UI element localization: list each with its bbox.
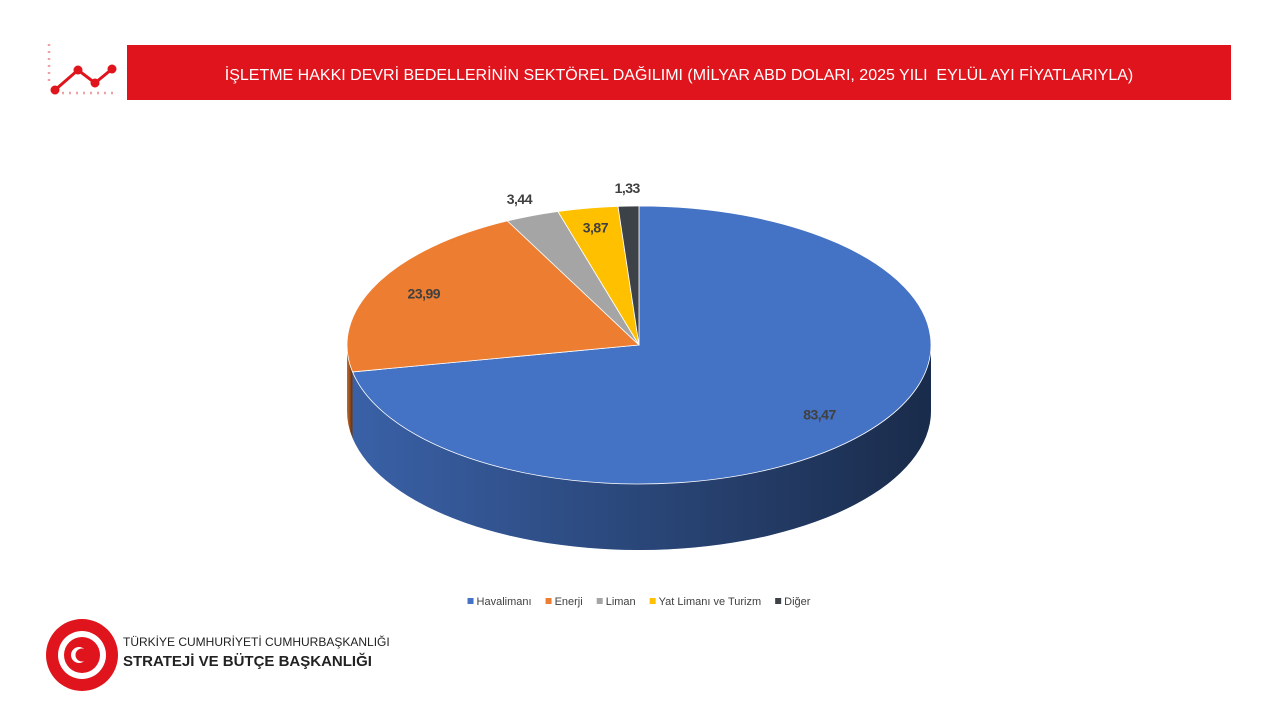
- slice: [346, 220, 640, 373]
- title-bar: [127, 45, 1231, 100]
- legend-swatch: [775, 598, 782, 604]
- legend: Havalimanı Enerji Liman Yat Limanı ve Turiz…: [467, 596, 811, 608]
- footer-line1: TÜRKİYE CUMHURİYETİ CUMHURBAŞKANLIĞI: [123, 634, 390, 649]
- slice: [351, 205, 932, 485]
- legend-swatch: [545, 598, 552, 604]
- side-shade: [347, 345, 353, 438]
- value-label: 83,47: [803, 406, 836, 422]
- legend-swatch: [649, 598, 656, 604]
- value-label: 3,44: [507, 191, 533, 207]
- legend-label: Havalimanı: [477, 596, 532, 608]
- value-label: 1,33: [615, 180, 641, 196]
- legend-label: Yat Limanı ve Turizm: [659, 596, 762, 608]
- footer-line2: STRATEJİ VE BÜTÇE BAŞKANLIĞI: [123, 652, 372, 670]
- value-label: 23,99: [408, 286, 441, 302]
- side-shade: [352, 345, 931, 551]
- header-icon: [47, 44, 117, 95]
- legend-label: Enerji: [555, 596, 583, 608]
- legend-swatch: [596, 598, 603, 604]
- chart-title: İŞLETME HAKKI DEVRİ BEDELLERİNİN SEKTÖRE…: [225, 65, 1133, 84]
- legend-label: Diğer: [784, 596, 811, 608]
- legend-swatch: [467, 598, 474, 604]
- logo: [46, 619, 118, 691]
- value-label: 3,87: [583, 219, 609, 235]
- legend-label: Liman: [606, 596, 636, 608]
- slice: [617, 205, 640, 346]
